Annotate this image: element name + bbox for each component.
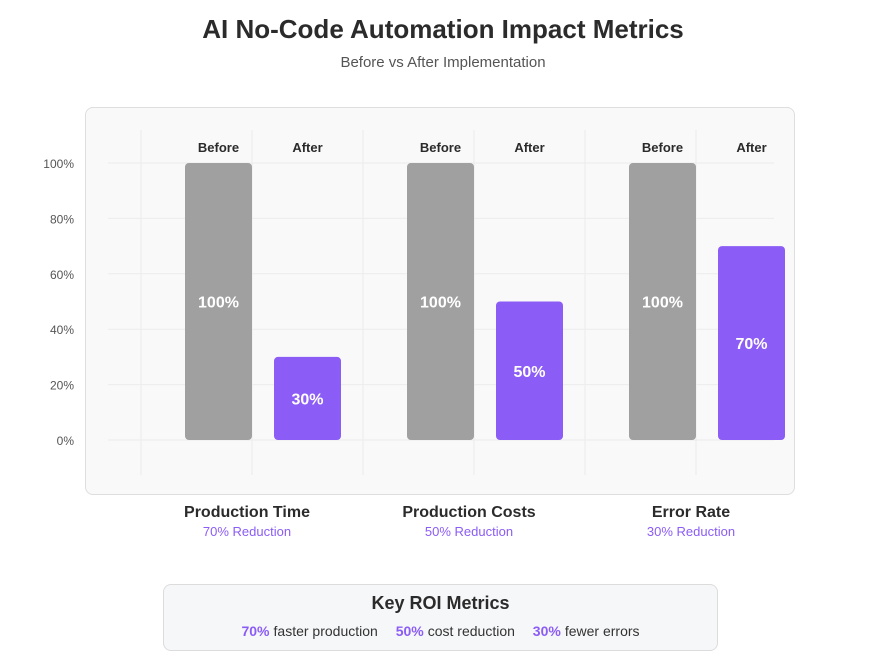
y-tick-label: 100%	[43, 157, 74, 171]
roi-item: 50% cost reduction	[396, 623, 515, 639]
category-name: Error Rate	[651, 504, 731, 521]
roi-item-value: 50%	[395, 623, 424, 639]
series-header: After	[514, 140, 544, 155]
category-reduction: 30% Reduction	[646, 524, 736, 539]
category-reduction: 70% Reduction	[202, 524, 292, 539]
bar-before	[407, 163, 474, 440]
category-name: Production Costs	[402, 504, 536, 521]
roi-item-value: 70%	[241, 623, 270, 639]
y-tick-label: 40%	[50, 323, 74, 337]
bar-after	[496, 301, 563, 440]
series-header: Before	[642, 140, 683, 155]
series-header: After	[292, 140, 322, 155]
bar-value-label: 100%	[642, 295, 683, 312]
roi-item-text: cost reduction	[427, 623, 515, 639]
bar-value-label: 70%	[735, 336, 767, 353]
category-reduction: 50% Reduction	[424, 524, 514, 539]
chart-title: AI No-Code Automation Impact Metrics	[202, 14, 684, 44]
category-label: Production Time 70% Reduction	[147, 504, 347, 539]
roi-item-text: faster production	[273, 623, 378, 639]
roi-item-value: 30%	[532, 623, 561, 639]
roi-item: 70% faster production	[241, 623, 377, 639]
bar-value-label: 30%	[291, 391, 323, 408]
chart-subtitle: Before vs After Implementation	[340, 54, 546, 71]
y-tick-label: 0%	[57, 434, 75, 448]
y-tick-label: 60%	[50, 268, 74, 282]
series-header: Before	[198, 140, 239, 155]
y-tick-label: 20%	[50, 379, 74, 393]
bar-after	[718, 246, 785, 440]
bar-before	[185, 163, 252, 440]
series-header: After	[736, 140, 766, 155]
roi-item: 30% fewer errors	[533, 623, 640, 639]
roi-item-text: fewer errors	[564, 623, 640, 639]
roi-title: Key ROI Metrics	[371, 593, 510, 613]
bar-value-label: 100%	[420, 295, 461, 312]
bar-value-label: 100%	[198, 295, 239, 312]
bar-value-label: 50%	[513, 364, 545, 381]
y-tick-label: 80%	[50, 212, 74, 226]
roi-items: 70% faster production 50% cost reduction 3…	[164, 623, 717, 639]
category-name: Production Time	[184, 504, 310, 521]
category-label: Production Costs 50% Reduction	[369, 504, 569, 539]
roi-summary-box: Key ROI Metrics 70% faster production 50%…	[163, 584, 718, 651]
series-header: Before	[420, 140, 461, 155]
bar-after	[274, 356, 341, 440]
bar-before	[629, 163, 696, 440]
category-label: Error Rate 30% Reduction	[591, 504, 791, 539]
